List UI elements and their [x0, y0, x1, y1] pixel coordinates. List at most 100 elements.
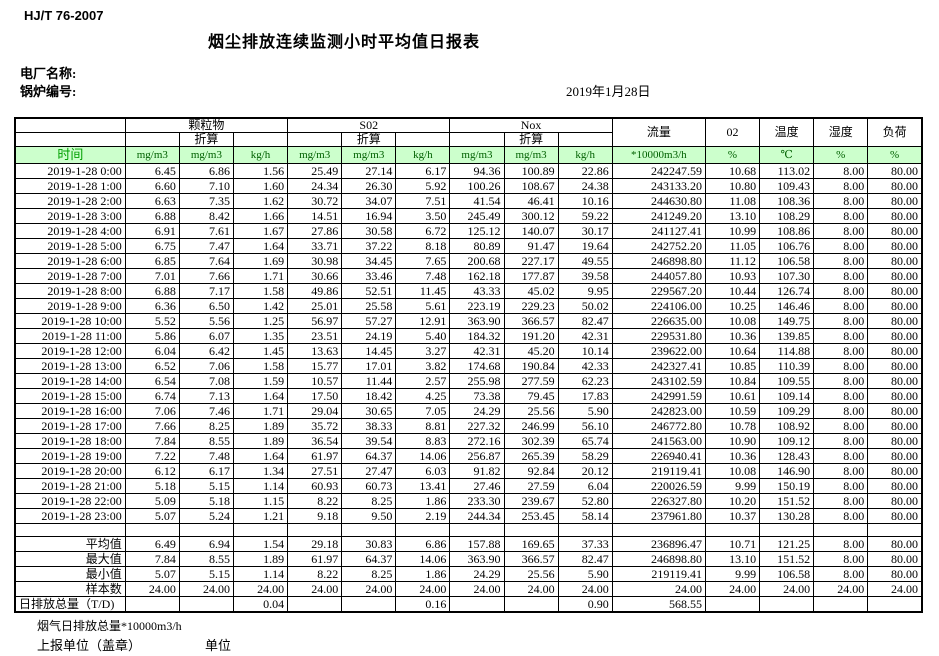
value-cell: 5.15 [178, 478, 234, 494]
row-label-cell: 日排放总量（T/D) [14, 596, 126, 613]
row-label-cell: 2019-1-28 6:00 [14, 253, 126, 269]
value-cell: 242991.59 [611, 388, 706, 404]
value-cell: 191.20 [503, 328, 559, 344]
value-cell: 272.16 [449, 433, 505, 449]
value-cell: 65.74 [557, 433, 613, 449]
value-cell: 30.72 [287, 193, 343, 209]
value-cell: 5.24 [178, 508, 234, 524]
value-cell: 1.42 [232, 298, 289, 314]
value-cell: 3.50 [395, 208, 451, 224]
value-cell: 233.30 [449, 493, 505, 509]
value-cell: 2.19 [395, 508, 451, 524]
value-cell [124, 596, 180, 613]
value-cell: 5.56 [178, 313, 234, 329]
value-cell [867, 523, 923, 537]
value-cell: 7.61 [178, 223, 234, 239]
unit-pm-converted-mgm3: mg/m3 [178, 146, 234, 164]
summary-row: 最大值 7.84 8.55 1.89 61.97 64.37 14.06 363.90 366.… [14, 551, 923, 567]
value-cell: 9.95 [557, 283, 613, 299]
unit-so2-kgh: kg/h [395, 146, 451, 164]
value-cell: 80.00 [867, 388, 923, 404]
row-label-cell: 2019-1-28 21:00 [14, 478, 126, 494]
table-row: 2019-1-28 23:00 5.07 5.24 1.21 9.18 9.50 2.19 2… [14, 508, 923, 524]
value-cell: 27.47 [341, 463, 397, 479]
value-cell [232, 523, 289, 537]
value-cell: 27.51 [287, 463, 343, 479]
value-cell: 82.47 [557, 313, 613, 329]
value-cell: 242752.20 [611, 238, 706, 254]
header-empty-cell [557, 132, 613, 147]
value-cell: 10.99 [704, 223, 761, 239]
value-cell: 80.00 [867, 418, 923, 434]
value-cell: 24.00 [124, 581, 180, 597]
value-cell: 106.76 [759, 238, 815, 254]
value-cell: 92.84 [503, 463, 559, 479]
value-cell [341, 596, 397, 613]
value-cell: 150.19 [759, 478, 815, 494]
value-cell: 80.00 [867, 163, 923, 179]
value-cell: 8.00 [813, 551, 869, 567]
value-cell: 10.80 [704, 178, 761, 194]
value-cell: 49.86 [287, 283, 343, 299]
value-cell: 30.17 [557, 223, 613, 239]
value-cell: 5.15 [178, 566, 234, 582]
value-cell: 10.37 [704, 508, 761, 524]
column-group-nox: Nox [449, 117, 613, 133]
value-cell: 94.36 [449, 163, 505, 179]
row-label-cell: 2019-1-28 22:00 [14, 493, 126, 509]
value-cell: 10.14 [557, 343, 613, 359]
value-cell: 24.29 [449, 566, 505, 582]
boiler-number-label: 锅炉编号: [20, 84, 77, 99]
value-cell: 6.94 [178, 536, 234, 552]
summary-row: 平均值 6.49 6.94 1.54 29.18 30.83 6.86 157.88 169.6… [14, 536, 923, 552]
value-cell: 6.52 [124, 358, 180, 374]
value-cell: 6.86 [395, 536, 451, 552]
value-cell: 9.99 [704, 566, 761, 582]
table-row: 2019-1-28 19:00 7.22 7.48 1.64 61.97 64.37 14.… [14, 448, 923, 464]
value-cell: 27.46 [449, 478, 505, 494]
value-cell: 107.30 [759, 268, 815, 284]
row-label-cell: 2019-1-28 14:00 [14, 373, 126, 389]
row-label-cell: 2019-1-28 20:00 [14, 463, 126, 479]
row-label-cell: 2019-1-28 10:00 [14, 313, 126, 329]
value-cell: 29.18 [287, 536, 343, 552]
value-cell: 33.46 [341, 268, 397, 284]
value-cell: 8.00 [813, 253, 869, 269]
column-o2: 02 [704, 117, 761, 147]
value-cell: 8.00 [813, 178, 869, 194]
value-cell: 256.87 [449, 448, 505, 464]
value-cell: 8.18 [395, 238, 451, 254]
value-cell: 35.72 [287, 418, 343, 434]
value-cell [704, 523, 761, 537]
value-cell: 1.64 [232, 238, 289, 254]
value-cell: 106.58 [759, 566, 815, 582]
value-cell: 1.67 [232, 223, 289, 239]
value-cell: 108.86 [759, 223, 815, 239]
unit-label: 单位 [205, 638, 232, 653]
value-cell: 1.58 [232, 358, 289, 374]
value-cell: 1.56 [232, 163, 289, 179]
value-cell: 23.51 [287, 328, 343, 344]
value-cell [759, 596, 815, 613]
column-temperature: 温度 [759, 117, 815, 147]
summary-row: 最小值 5.07 5.15 1.14 8.22 8.25 1.86 24.29 25.56 5.9… [14, 566, 923, 582]
table-row: 2019-1-28 16:00 7.06 7.46 1.71 29.04 30.65 7.0… [14, 403, 923, 419]
value-cell: 157.88 [449, 536, 505, 552]
value-cell: 61.97 [287, 551, 343, 567]
value-cell: 13.41 [395, 478, 451, 494]
value-cell [124, 523, 180, 537]
value-cell: 25.56 [503, 566, 559, 582]
value-cell: 5.90 [557, 403, 613, 419]
value-cell: 106.58 [759, 253, 815, 269]
value-cell: 6.49 [124, 536, 180, 552]
value-cell: 8.00 [813, 268, 869, 284]
value-cell: 10.44 [704, 283, 761, 299]
value-cell: 42.33 [557, 358, 613, 374]
value-cell: 149.75 [759, 313, 815, 329]
value-cell: 1.69 [232, 253, 289, 269]
value-cell: 8.00 [813, 508, 869, 524]
column-humidity: 湿度 [813, 117, 869, 147]
unit-o2-percent: % [704, 146, 761, 164]
row-label-cell: 最大值 [14, 551, 126, 567]
